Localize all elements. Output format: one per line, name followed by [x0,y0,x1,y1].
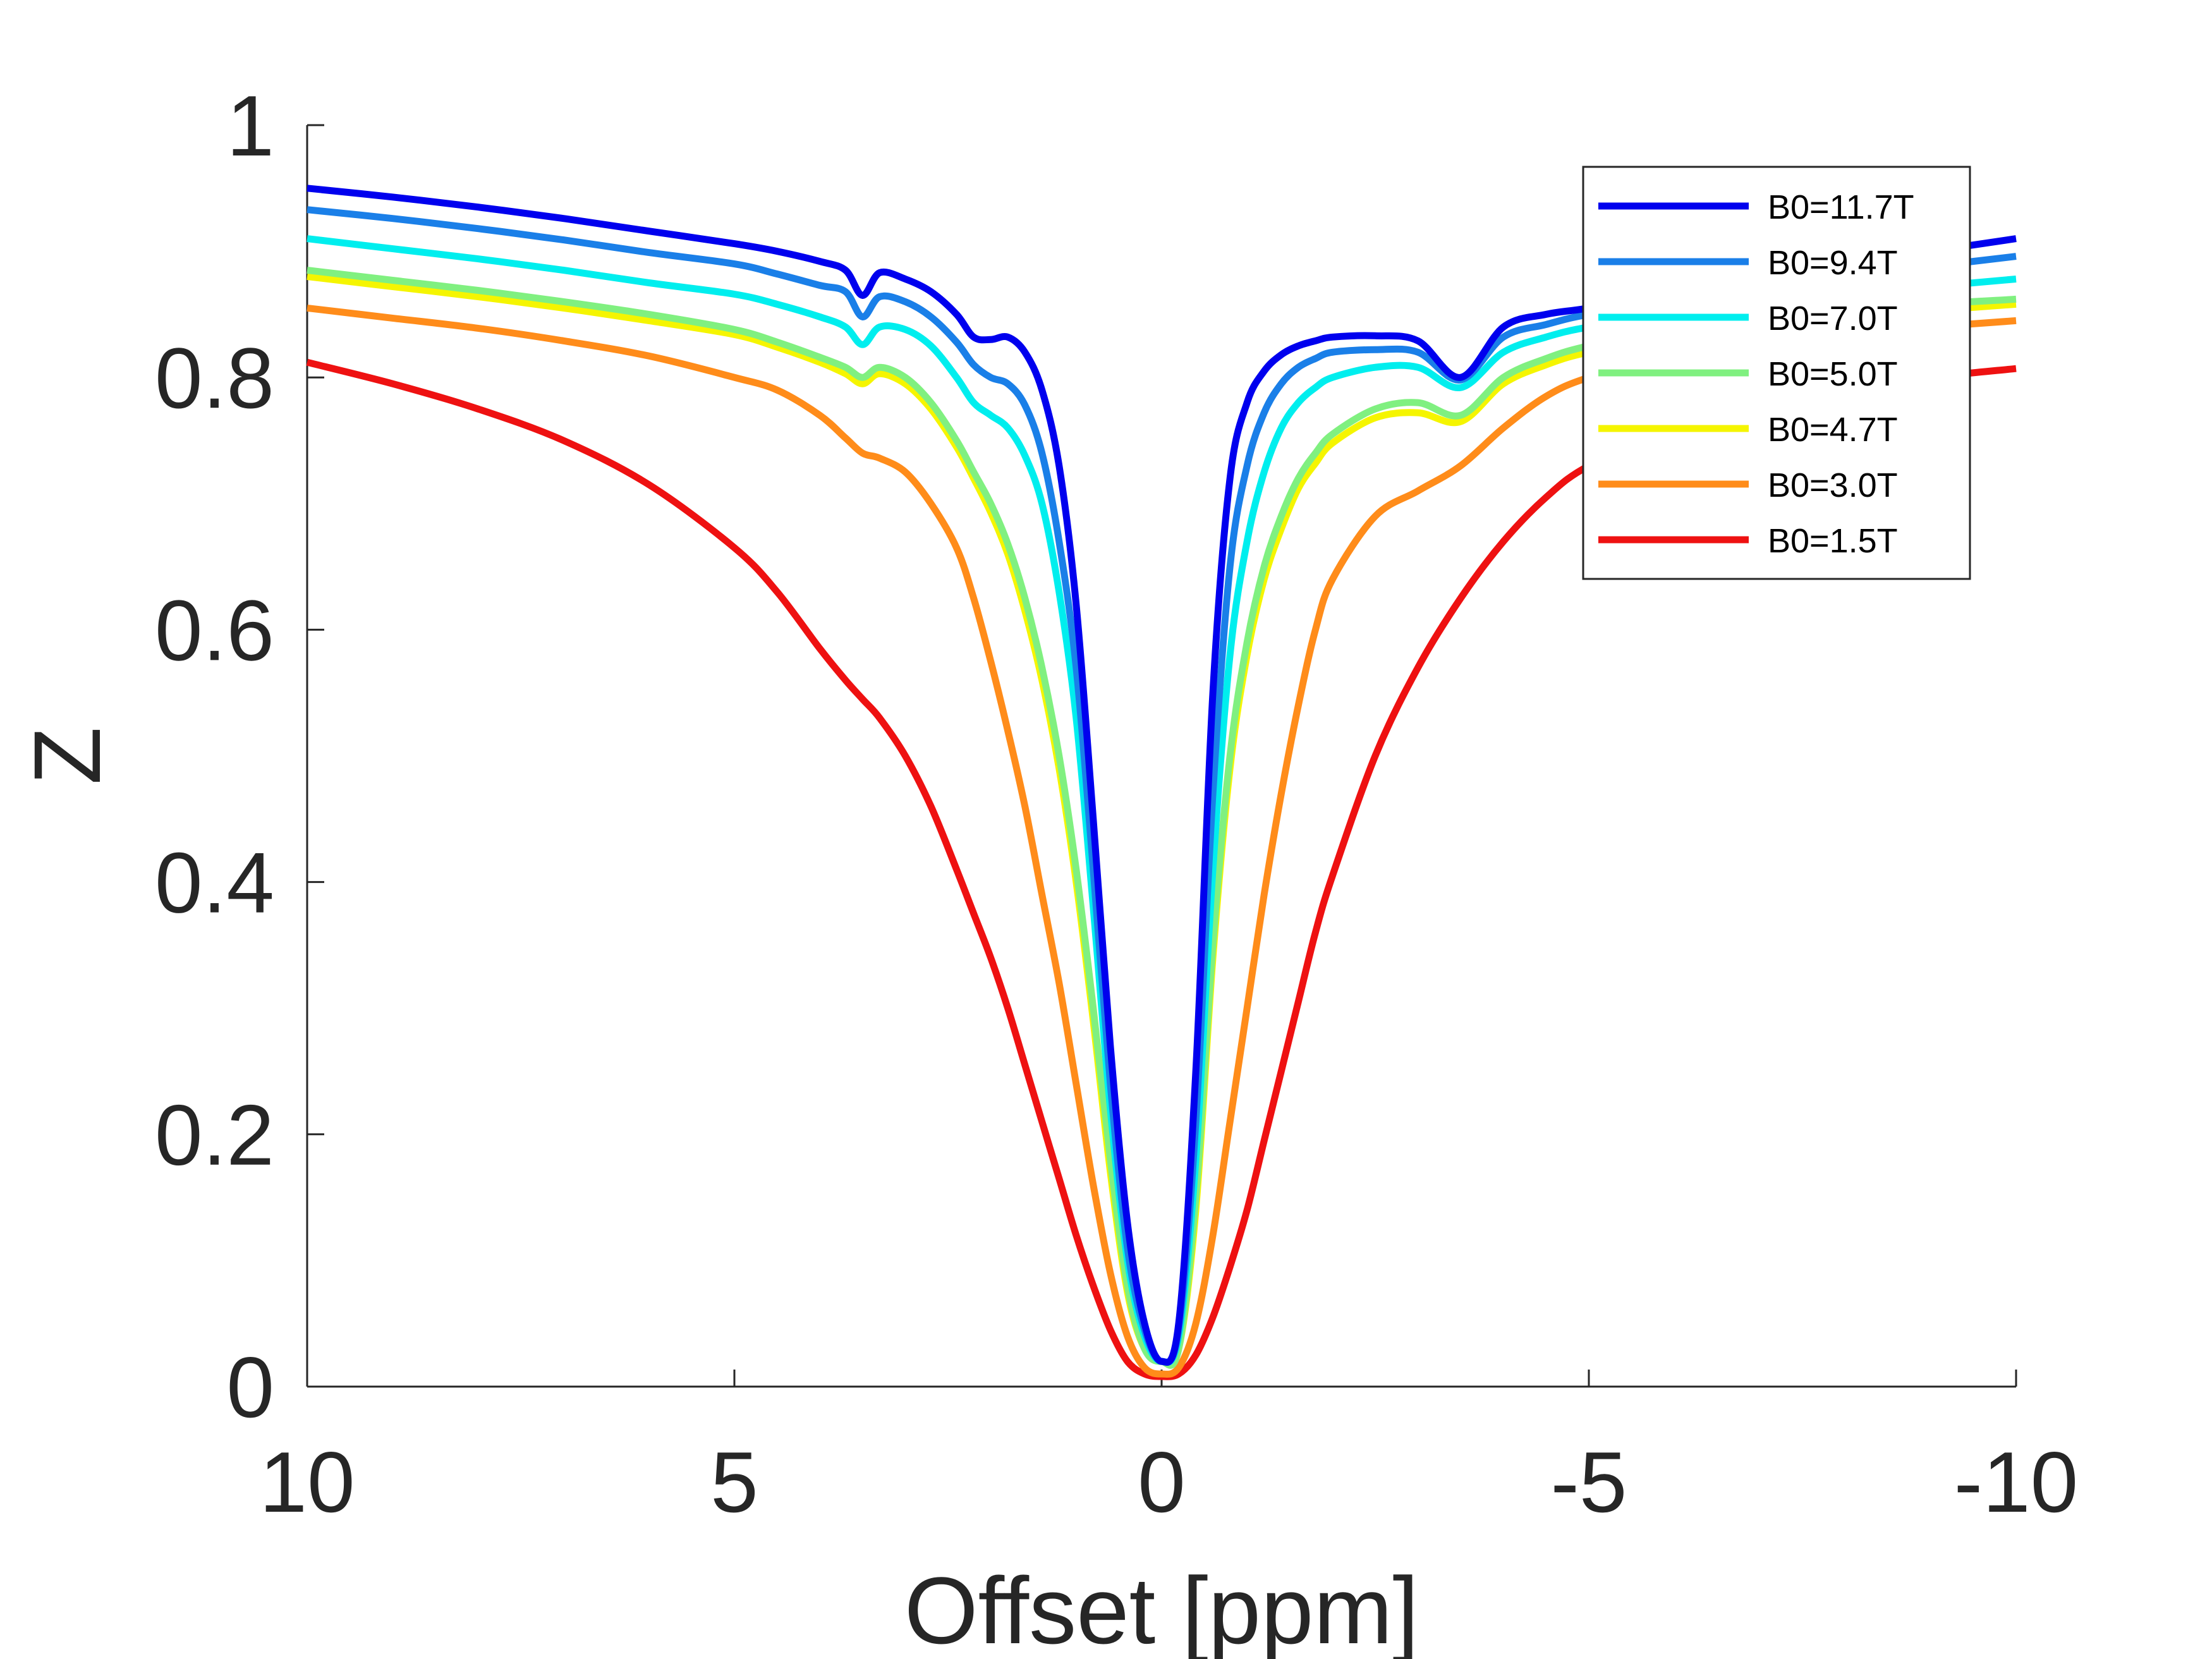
series-line-b0-11-7t [307,185,2017,1366]
y-tick-label: 0.4 [155,835,274,931]
legend-label: B0=5.0T [1768,355,1898,393]
y-tick-label: 0.8 [155,330,274,426]
x-ticks: 10 5 0 -5 -10 [259,1370,2078,1530]
series-lines [306,185,2017,1380]
legend-label: B0=7.0T [1768,300,1898,337]
y-tick-label: 0.2 [155,1087,274,1183]
legend: B0=11.7T B0=9.4T B0=7.0T B0=5.0T B0=4.7T B0=3… [1582,166,1971,580]
x-tick-label: -10 [1954,1434,2079,1530]
x-tick-label: 10 [259,1434,355,1530]
y-tick-label: 0 [226,1339,274,1435]
x-axis-label: Offset [ppm] [904,1557,1419,1659]
y-tick-label: 1 [226,78,274,174]
x-tick-label: -5 [1551,1434,1627,1530]
axes: 10 5 0 -5 -10 0 0.2 0.4 0.6 0.8 1 [155,78,2078,1530]
series-line-b0-1-5t [306,358,2017,1380]
legend-label: B0=9.4T [1768,244,1898,282]
y-tick-label: 0.6 [155,582,274,678]
series-line-b0-5-0t [307,267,2017,1369]
legend-label: B0=4.7T [1768,411,1898,449]
y-ticks: 0 0.2 0.4 0.6 0.8 1 [155,78,324,1435]
legend-label: B0=3.0T [1768,466,1898,504]
legend-label: B0=1.5T [1768,522,1898,560]
series-line-b0-3-0t [307,304,2017,1378]
x-tick-label: 5 [710,1434,758,1530]
y-axis-label: Z [14,727,120,785]
x-tick-label: 0 [1138,1434,1186,1530]
legend-label: B0=11.7T [1768,188,1914,226]
legend-items: B0=11.7T B0=9.4T B0=7.0T B0=5.0T B0=4.7T B0=3… [1598,188,1914,560]
